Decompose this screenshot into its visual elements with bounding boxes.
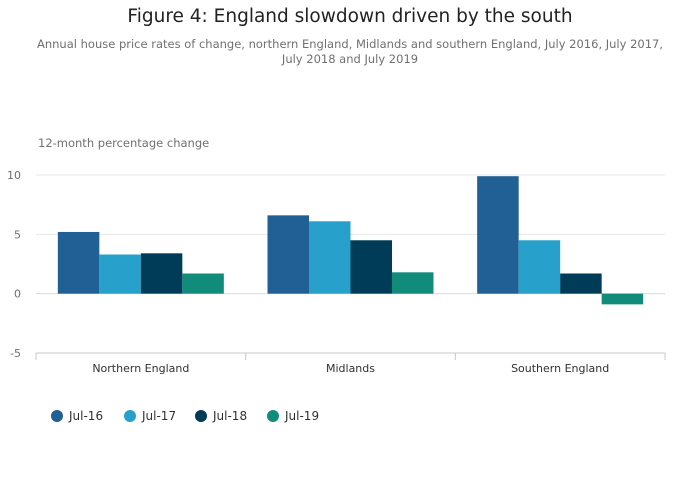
legend-item-jul-17[interactable]: Jul-17 bbox=[124, 409, 176, 423]
legend-label: Jul-19 bbox=[284, 409, 319, 423]
chart-title: Figure 4: England slowdown driven by the… bbox=[127, 6, 573, 27]
bar-jul-19-northern-england bbox=[182, 273, 224, 294]
legend[interactable]: Jul-16 Jul-17 Jul-18 Jul-19 bbox=[51, 409, 319, 423]
legend-swatch bbox=[124, 410, 136, 422]
y-tick-label: 0 bbox=[14, 288, 21, 301]
bar-jul-17-northern-england bbox=[99, 254, 141, 294]
bars bbox=[57, 176, 644, 305]
legend-label: Jul-16 bbox=[68, 409, 103, 423]
bar-jul-19-midlands bbox=[392, 272, 434, 294]
y-tick-label: 10 bbox=[7, 169, 21, 182]
bar-jul-18-midlands bbox=[350, 240, 392, 294]
legend-swatch bbox=[51, 410, 63, 422]
bar-jul-17-midlands bbox=[309, 221, 351, 294]
legend-item-jul-18[interactable]: Jul-18 bbox=[195, 409, 247, 423]
labels: 12-month percentage change 10 5 0 -5 Northern… bbox=[7, 136, 609, 375]
legend-swatch bbox=[195, 410, 207, 422]
x-category-label: Midlands bbox=[326, 362, 375, 375]
legend-item-jul-16[interactable]: Jul-16 bbox=[51, 409, 103, 423]
x-category-label: Southern England bbox=[511, 362, 609, 375]
bar-jul-19-southern-england bbox=[601, 293, 644, 305]
legend-item-jul-19[interactable]: Jul-19 bbox=[267, 409, 319, 423]
y-tick-label: -5 bbox=[10, 347, 21, 360]
bar-jul-16-northern-england bbox=[57, 231, 100, 294]
bar-jul-18-southern-england bbox=[560, 273, 602, 294]
legend-swatch bbox=[267, 410, 279, 422]
legend-label: Jul-17 bbox=[141, 409, 176, 423]
y-tick-label: 5 bbox=[14, 228, 21, 241]
bar-jul-16-midlands bbox=[267, 215, 309, 294]
legend-label: Jul-18 bbox=[212, 409, 247, 423]
chart-subtitle: Annual house price rates of change, nort… bbox=[36, 37, 664, 66]
y-axis-title: 12-month percentage change bbox=[38, 136, 209, 150]
bar-jul-16-southern-england bbox=[477, 176, 519, 294]
bar-jul-17-southern-england bbox=[518, 240, 561, 294]
x-category-label: Northern England bbox=[92, 362, 189, 375]
bar-jul-18-northern-england bbox=[140, 253, 183, 294]
x-axis bbox=[35, 352, 666, 360]
